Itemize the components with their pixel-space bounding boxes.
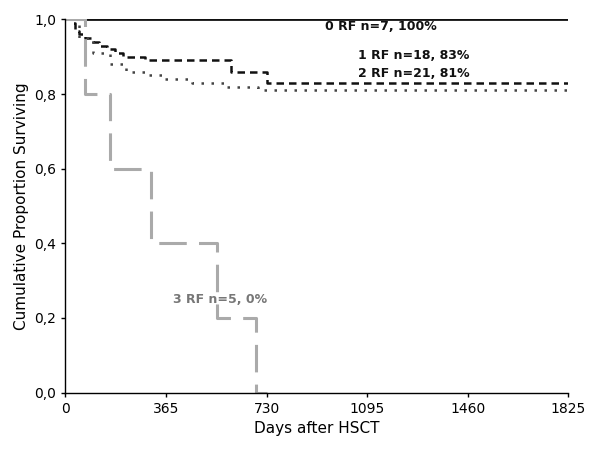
Y-axis label: Cumulative Proportion Surviving: Cumulative Proportion Surviving bbox=[14, 82, 29, 330]
Text: 1 RF n=18, 83%: 1 RF n=18, 83% bbox=[358, 49, 469, 62]
Text: 0 RF n=7, 100%: 0 RF n=7, 100% bbox=[325, 20, 436, 33]
Text: 3 RF n=5, 0%: 3 RF n=5, 0% bbox=[173, 293, 267, 306]
Text: 2 RF n=21, 81%: 2 RF n=21, 81% bbox=[358, 67, 469, 80]
X-axis label: Days after HSCT: Days after HSCT bbox=[254, 421, 380, 436]
